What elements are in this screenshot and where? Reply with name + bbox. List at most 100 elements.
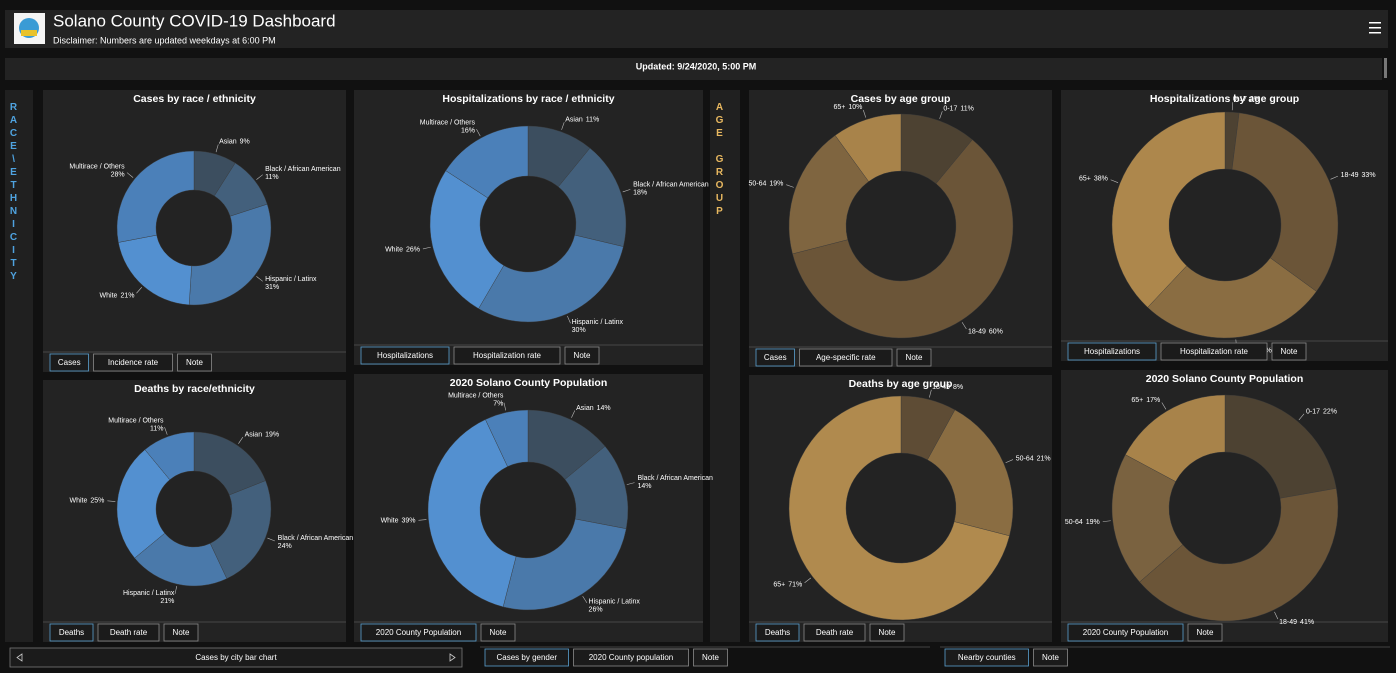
tab-box xyxy=(564,346,600,365)
donut-slice xyxy=(1111,454,1183,583)
nav-arrow-left[interactable] xyxy=(16,653,23,662)
slice-label: 0-17 11% xyxy=(943,105,974,112)
slice-category: Multirace / Others xyxy=(108,417,164,424)
leader-line xyxy=(561,122,565,130)
tab-label: Death rate xyxy=(110,628,148,637)
tab-box xyxy=(755,348,795,367)
tab[interactable]: Death rate xyxy=(97,623,160,642)
slice-label: 65+ 71% xyxy=(773,581,802,588)
donut-slice xyxy=(1147,257,1317,339)
city-nav[interactable]: Cases by city bar chart xyxy=(9,647,463,668)
slice-value: 38% xyxy=(1094,175,1108,182)
tab[interactable]: Note xyxy=(480,623,516,642)
slice-label: Black / African American 14% xyxy=(637,475,713,490)
tab[interactable]: Note xyxy=(896,348,932,367)
tab-label: Deaths xyxy=(765,628,790,637)
tab[interactable]: Hospitalization rate xyxy=(1160,342,1268,361)
tab[interactable]: Note xyxy=(177,353,212,372)
slice-label: Black / African American 11% xyxy=(265,166,341,181)
tab[interactable]: Note xyxy=(1271,342,1307,361)
leader-line xyxy=(1231,102,1234,111)
leader-line xyxy=(1330,175,1339,180)
tab[interactable]: Hospitalizations xyxy=(1067,342,1157,361)
tab[interactable]: Note xyxy=(693,648,728,667)
chart-panel xyxy=(43,380,346,642)
tab-label: Note xyxy=(1042,653,1059,662)
slice-category: Hispanic / Latinx xyxy=(123,590,175,597)
slice-category: 50-64 xyxy=(748,181,766,188)
tab-label: Hospitalizations xyxy=(377,351,433,360)
tab-box xyxy=(1067,623,1184,642)
tab[interactable]: 2020 County Population xyxy=(1067,623,1184,642)
slice-value: 19% xyxy=(265,431,279,438)
tab-label: Note xyxy=(1281,347,1298,356)
slice-value: 21% xyxy=(120,292,134,299)
tab[interactable]: Age-specific rate xyxy=(799,348,893,367)
tab[interactable]: Cases by gender xyxy=(484,648,569,667)
tab-box xyxy=(803,623,866,642)
leader-line xyxy=(622,189,631,193)
age-label: AGE GROUP xyxy=(714,102,725,219)
tab-box xyxy=(163,623,199,642)
side-panel xyxy=(710,90,740,642)
slice-category: 18-49 xyxy=(1279,619,1297,626)
chart-title: Hospitalizations by age group xyxy=(1150,93,1299,105)
tab[interactable]: Hospitalizations xyxy=(360,346,450,365)
slice-value: 16% xyxy=(461,127,475,134)
tab[interactable]: Nearby counties xyxy=(944,648,1029,667)
donut-slice xyxy=(188,203,272,306)
tab[interactable]: Hospitalization rate xyxy=(453,346,561,365)
tab-box xyxy=(944,648,1029,667)
tab-label: Note xyxy=(879,628,896,637)
slice-label: White 21% xyxy=(100,292,135,299)
tab-label: Note xyxy=(906,353,923,362)
slice-value: 7% xyxy=(493,401,503,408)
slice-label: White 25% xyxy=(69,497,104,504)
slice-label: Hispanic / Latinx 21% xyxy=(123,590,175,605)
slice-value: 2% xyxy=(1250,96,1260,103)
slice-label: Asian 9% xyxy=(219,138,250,145)
menu-icon[interactable] xyxy=(1369,22,1381,34)
slice-category: 18-49 xyxy=(968,328,986,335)
tab[interactable]: Cases xyxy=(755,348,795,367)
tab[interactable]: 2020 County population xyxy=(573,648,689,667)
donut-slice xyxy=(1231,112,1339,292)
slice-category: White xyxy=(385,247,403,254)
slice-category: Multirace / Others xyxy=(69,163,125,170)
tab-box xyxy=(97,623,160,642)
slice-value: 30% xyxy=(572,327,586,334)
slice-label: Multirace / Others 7% xyxy=(448,393,504,408)
chart-panel xyxy=(43,90,346,372)
tab-box xyxy=(177,353,212,372)
tab-box xyxy=(896,348,932,367)
tab-box xyxy=(755,623,800,642)
slice-category: 0-17 xyxy=(1233,96,1247,103)
slice-category: Asian xyxy=(219,138,237,145)
tab[interactable]: Deaths xyxy=(755,623,800,642)
slice-value: 25% xyxy=(90,497,104,504)
tab[interactable]: 2020 County Population xyxy=(360,623,477,642)
tab-box xyxy=(799,348,893,367)
tab[interactable]: Death rate xyxy=(803,623,866,642)
slice-category: 65+ xyxy=(773,581,785,588)
tab[interactable]: Note xyxy=(869,623,905,642)
leader-line xyxy=(422,246,431,250)
slice-category: White xyxy=(100,292,118,299)
slice-value: 11% xyxy=(586,116,600,123)
slice-label: 0-17 22% xyxy=(1306,408,1337,415)
tab-label: Note xyxy=(173,628,190,637)
tab[interactable]: Deaths xyxy=(49,623,94,642)
slice-label: 50-64 19% xyxy=(1065,519,1100,526)
tab-label: Hospitalizations xyxy=(1084,347,1140,356)
tab[interactable]: Note xyxy=(163,623,199,642)
slice-label: Black / African American 24% xyxy=(278,535,354,550)
tab[interactable]: Note xyxy=(564,346,600,365)
tab[interactable]: Incidence rate xyxy=(93,353,173,372)
tab-label: Note xyxy=(1197,628,1214,637)
tab[interactable]: Cases xyxy=(49,353,89,372)
slice-label: Asian 14% xyxy=(576,405,611,412)
nav-arrow-right[interactable] xyxy=(449,653,456,662)
tab[interactable]: Note xyxy=(1033,648,1068,667)
tab[interactable]: Note xyxy=(1187,623,1223,642)
